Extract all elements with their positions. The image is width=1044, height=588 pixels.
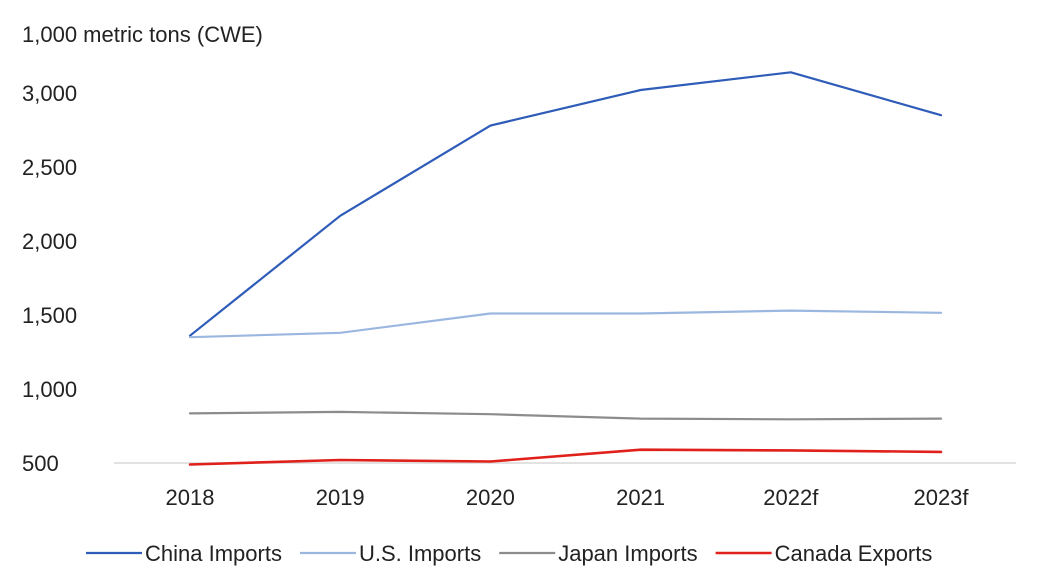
- series-line-china-imports: [188, 71, 943, 337]
- x-tick-label: 2019: [316, 485, 365, 510]
- series-line-u-s-imports: [188, 309, 943, 339]
- series-line-japan-imports: [188, 410, 943, 421]
- y-tick-label: 2,500: [22, 155, 77, 180]
- legend-label-canada-exports: Canada Exports: [775, 541, 933, 566]
- y-axis-label: 1,000 metric tons (CWE): [22, 22, 263, 47]
- legend: China Imports U.S. Imports Japan Imports Ca…: [86, 541, 932, 566]
- x-tick-label: 2018: [166, 485, 215, 510]
- x-tick-label: 2022f: [763, 485, 819, 510]
- y-tick-label: 2,000: [22, 229, 77, 254]
- legend-label-japan-imports: Japan Imports: [558, 541, 697, 566]
- x-tick-label: 2023f: [913, 485, 969, 510]
- y-tick-label: 1,500: [22, 303, 77, 328]
- x-tick-label: 2021: [616, 485, 665, 510]
- legend-label-u-s-imports: U.S. Imports: [359, 541, 481, 566]
- y-axis-ticks: 500 1,000 1,500 2,000 2,500 3,000: [22, 81, 77, 476]
- y-tick-label: 500: [22, 451, 59, 476]
- y-tick-label: 1,000: [22, 377, 77, 402]
- y-tick-label: 3,000: [22, 81, 77, 106]
- legend-label-china-imports: China Imports: [145, 541, 282, 566]
- series-lines: [188, 71, 943, 466]
- x-axis-ticks: 2018 2019 2020 2021 2022f 2023f: [166, 485, 970, 510]
- x-tick-label: 2020: [466, 485, 515, 510]
- series-line-canada-exports: [188, 448, 943, 466]
